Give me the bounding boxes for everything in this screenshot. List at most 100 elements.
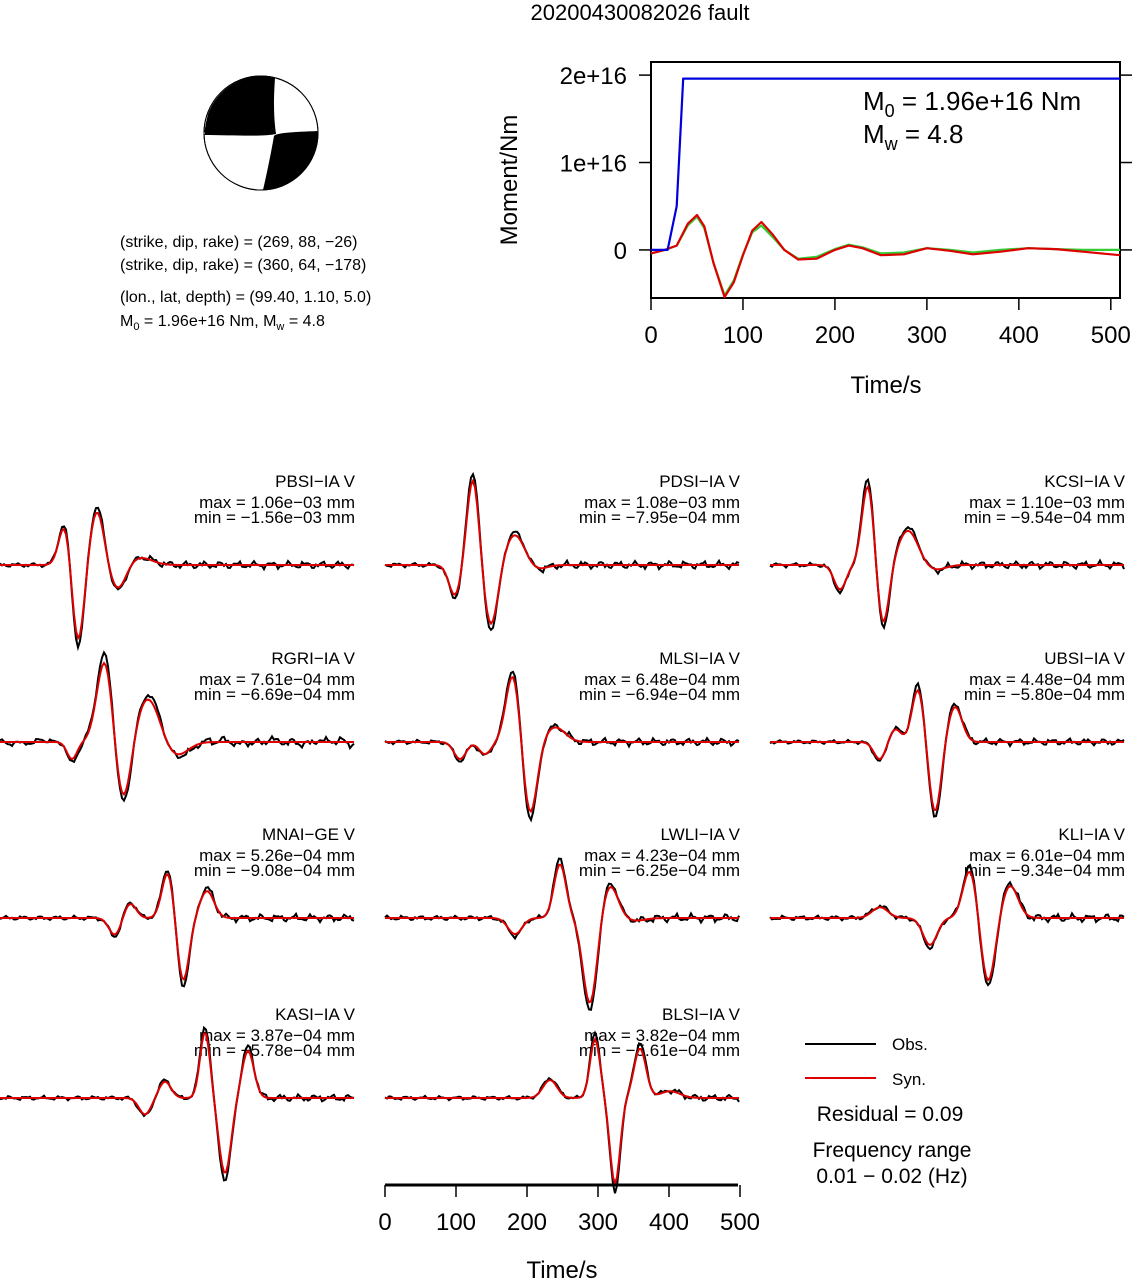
legend-obs-label: Obs. [892,1035,928,1054]
station-min: min = −6.69e−04 mm [194,685,355,704]
moment-axis-ticks: 0 1e+16 2e+16 0 100 200 300 400 500 [560,63,1132,349]
station-min: min = −6.25e−04 mm [579,861,740,880]
station-min: min = −9.08e−04 mm [194,861,355,880]
observed-waveform [769,863,1125,987]
station-max: max = 1.06e−03 mm [199,493,355,512]
moment-xtick-label: 0 [644,322,657,349]
moment-ytick-label: 2e+16 [560,63,627,90]
moment-series [650,77,1121,299]
waveform-xtick-label: 300 [578,1209,618,1236]
station-min: min = −9.34e−04 mm [964,861,1125,880]
station-max: max = 5.26e−04 mm [199,846,355,865]
beachball-compressional-quadrant-lower [263,131,319,190]
figure-title: 20200430082026 fault [531,0,750,25]
observed-waveform [384,857,740,1011]
station-name: PDSI−IA V [659,472,740,491]
station-min: min = −6.94e−04 mm [579,685,740,704]
nodal-plane-1: (strike, dip, rake) = (269, 88, −26) [120,234,357,251]
nodal-plane-2: (strike, dip, rake) = (360, 64, −178) [120,257,366,274]
moment-magnitude-line: M0 = 1.96e+16 Nm, Mw = 4.8 [120,313,325,333]
moment-xtick-label: 500 [1091,322,1131,349]
station-min: min = −7.95e−04 mm [579,508,740,527]
station-max: max = 3.82e−04 mm [584,1026,740,1045]
station-name: UBSI−IA V [1044,649,1125,668]
moment-xtick-label: 400 [999,322,1039,349]
synthetic-waveform [385,478,739,626]
station-max: max = 7.61e−04 mm [199,670,355,689]
station-name: KLI−IA V [1058,825,1125,844]
synthetic-waveform [385,675,739,814]
synthetic-waveform [770,688,1124,812]
station-name: KASI−IA V [275,1005,356,1024]
residual-text: Residual = 0.09 [817,1103,964,1126]
moment-ytick-label: 1e+16 [560,151,627,178]
hypocenter: (lon., lat, depth) = (99.40, 1.10, 5.0) [120,289,371,306]
waveform-xtick-label: 500 [720,1209,760,1236]
station-min: min = −5.80e−04 mm [964,685,1125,704]
synthetic-waveform [0,511,354,641]
legend-syn-label: Syn. [892,1070,926,1089]
station-name: MNAI−GE V [262,825,356,844]
moment-function-panel: Moment/Nm Time/s M0 = 1.96e+16 Nm Mw = 4… [496,61,1132,399]
waveform-xtick-label: 400 [649,1209,689,1236]
synthetic-waveform [385,1036,739,1188]
moment-xtick-label: 200 [815,322,855,349]
moment-xtick-label: 300 [907,322,947,349]
mechanism-info: (strike, dip, rake) = (269, 88, −26) (st… [120,234,371,333]
m0-annotation: M0 = 1.96e+16 Nm [863,86,1081,121]
station-max: max = 4.48e−04 mm [969,670,1125,689]
cumulative-moment-line [651,77,1120,251]
frequency-range-value: 0.01 − 0.02 (Hz) [816,1165,967,1188]
moment-xtick-label: 100 [723,322,763,349]
waveform-xlabel: Time/s [526,1257,597,1281]
moment-ytick-label: 0 [614,238,627,265]
moment-plot-frame [650,61,1121,299]
synthetic-waveform [0,872,354,982]
synthetic-waveform [770,484,1124,624]
station-min: min = −5.78e−04 mm [194,1041,355,1060]
station-name: BLSI−IA V [662,1005,741,1024]
station-min: min = −5.61e−04 mm [579,1041,740,1060]
station-max: max = 6.01e−04 mm [969,846,1125,865]
station-max: max = 6.48e−04 mm [584,670,740,689]
station-max: max = 1.08e−03 mm [584,493,740,512]
station-name: KCSI−IA V [1044,472,1125,491]
station-name: PBSI−IA V [275,472,356,491]
moment-xlabel: Time/s [850,372,921,399]
mw-annotation: Mw = 4.8 [863,119,963,154]
station-name: MLSI−IA V [659,649,740,668]
synthetic-waveform [0,1032,354,1174]
station-min: min = −9.54e−04 mm [964,508,1125,527]
synthetic-waveform [385,863,739,1004]
station-name: RGRI−IA V [271,649,355,668]
waveform-xtick-label: 0 [378,1209,391,1236]
station-min: min = −1.56e−03 mm [194,508,355,527]
station-max: max = 1.10e−03 mm [969,493,1125,512]
station-max: max = 3.87e−04 mm [199,1026,355,1045]
moment-fit-red [650,213,1121,299]
waveform-xtick-label: 100 [436,1209,476,1236]
frequency-range-title: Frequency range [813,1139,972,1162]
synthetic-waveform [0,661,354,796]
synthetic-waveform [770,870,1124,982]
station-name: LWLI−IA V [660,825,740,844]
station-max: max = 4.23e−04 mm [584,846,740,865]
observed-waveform [0,506,355,652]
moment-ylabel: Moment/Nm [496,115,523,246]
waveform-xtick-label: 200 [507,1209,547,1236]
focal-mechanism-beachball [203,75,319,191]
legend: Obs. Syn. Residual = 0.09 Frequency rang… [805,1035,971,1188]
